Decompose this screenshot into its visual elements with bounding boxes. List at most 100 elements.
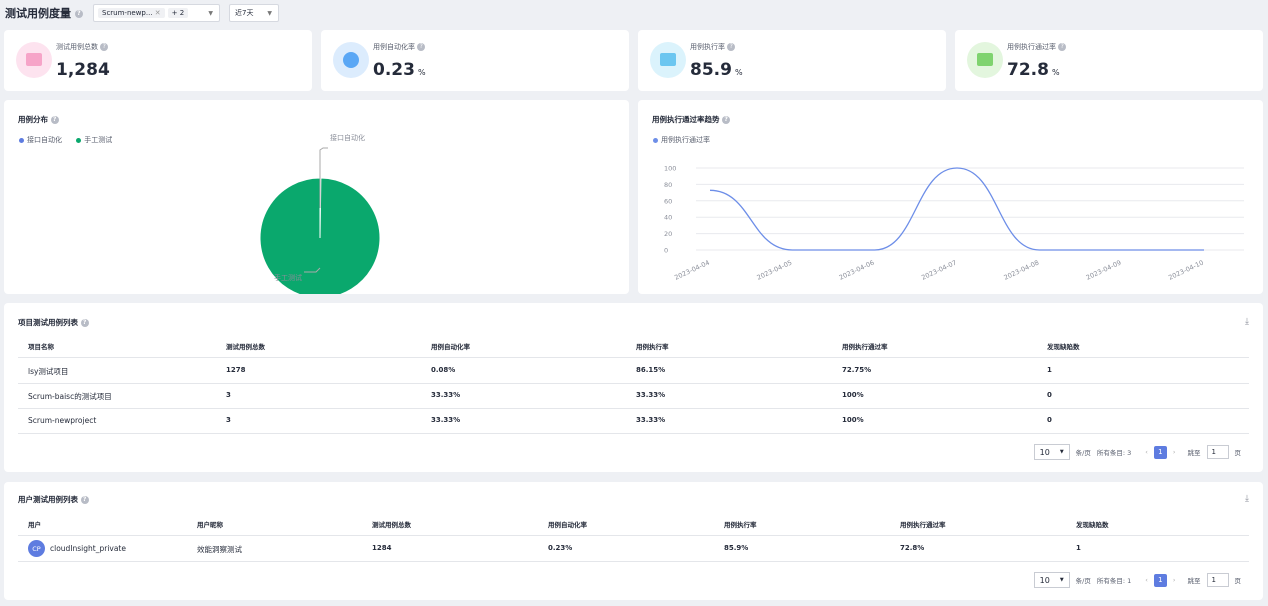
col-header: 用例执行通过率 <box>900 521 946 529</box>
cell-defects: 1 <box>1047 366 1052 374</box>
page-size-select[interactable]: 10 ▼ <box>1033 572 1070 588</box>
help-icon[interactable]: ? <box>80 319 89 327</box>
download-icon[interactable]: ⤓ <box>1245 494 1249 504</box>
goto-label: 跳至 <box>1187 577 1201 585</box>
cell-exec: 33.33% <box>636 391 666 399</box>
pie-chart: 接口自动化 手工测试 <box>259 133 381 294</box>
pie-chart-card: 用例分布 ? 接口自动化 手工测试 接口自动化 手工测试 <box>4 100 629 294</box>
col-header: 用户 <box>28 521 41 529</box>
pie-callout-line-bottom <box>304 267 321 273</box>
project-tag: Scrum-newp... ✕ <box>98 8 165 18</box>
legend-item-api[interactable]: 接口自动化 <box>19 136 62 144</box>
kpi-value: 85.9% <box>690 60 743 80</box>
col-header: 用例自动化率 <box>548 521 587 529</box>
col-header: 用例执行率 <box>724 521 757 529</box>
page-title: 测试用例度量 ? <box>5 5 83 21</box>
x-tick-label: 2023-04-07 <box>920 259 958 282</box>
col-header: 发现缺陷数 <box>1076 521 1109 529</box>
prev-page-icon[interactable]: ‹ <box>1145 576 1148 584</box>
col-header: 测试用例总数 <box>372 521 411 529</box>
execution-icon <box>650 42 686 78</box>
close-icon[interactable]: ✕ <box>154 9 161 17</box>
pie-slice[interactable] <box>259 177 381 294</box>
legend-item-manual[interactable]: 手工测试 <box>76 136 112 144</box>
pie-legend: 接口自动化 手工测试 <box>19 135 112 145</box>
pagination: 10 ▼ 条/页 所有条目: 3 ‹ 1 › 跳至 1 页 <box>1033 444 1242 460</box>
avatar: CP <box>28 540 45 557</box>
project-filter-select[interactable]: Scrum-newp... ✕ + 2 ▼ <box>93 4 220 22</box>
page-suffix: 页 <box>1234 577 1242 585</box>
page-button[interactable]: 1 <box>1153 573 1167 587</box>
cell-defects: 0 <box>1047 416 1052 424</box>
kpi-label: 测试用例总数 ? <box>56 42 109 52</box>
per-page-label: 条/页 <box>1075 449 1091 457</box>
project-table-title: 项目测试用例列表 ? <box>18 317 89 328</box>
x-tick-label: 2023-04-06 <box>838 259 876 282</box>
cell-pass: 100% <box>842 416 864 424</box>
cell-defects: 0 <box>1047 391 1052 399</box>
kpi-label: 用例自动化率 ? <box>373 42 426 52</box>
help-icon[interactable]: ? <box>80 496 89 504</box>
help-icon[interactable]: ? <box>722 116 731 124</box>
help-icon[interactable]: ? <box>727 43 736 51</box>
cell-total: 1284 <box>372 544 392 552</box>
series-line[interactable] <box>709 167 1204 251</box>
pie-callout-line-top <box>319 147 328 208</box>
execution-icon-shape <box>660 53 676 66</box>
chevron-down-icon: ▼ <box>1059 577 1064 583</box>
y-tick-label: 100 <box>664 165 676 173</box>
kpi-label: 用例执行率 ? <box>690 42 736 52</box>
total-label: 所有条目: 1 <box>1096 577 1132 585</box>
kpi-card-automation: 用例自动化率 ? 0.23% <box>321 30 629 91</box>
case-total-icon-shape <box>26 53 42 66</box>
project-table-card: 项目测试用例列表 ? ⤓ 项目名称 测试用例总数 用例自动化率 用例执行率 用例… <box>4 303 1263 472</box>
goto-page-input[interactable]: 1 <box>1206 445 1229 459</box>
cell-auto: 33.33% <box>431 416 461 424</box>
cell-user: cloudInsight_private <box>50 544 126 553</box>
trend-title: 用例执行通过率趋势 ? <box>652 114 731 125</box>
prev-page-icon[interactable]: ‹ <box>1145 448 1148 456</box>
col-header: 测试用例总数 <box>226 343 265 351</box>
help-icon[interactable]: ? <box>1058 43 1067 51</box>
next-page-icon[interactable]: › <box>1172 576 1176 584</box>
next-page-icon[interactable]: › <box>1172 448 1176 456</box>
col-header: 用例执行通过率 <box>842 343 888 351</box>
line-chart: 100 80 60 40 20 0 2023-04-04 2023-04-05 2023-04-… <box>664 165 1244 282</box>
x-tick-label: 2023-04-04 <box>673 259 711 282</box>
y-tick-label: 40 <box>664 214 672 222</box>
pass-rate-icon-shape <box>977 53 993 66</box>
col-header: 用户昵称 <box>197 521 223 529</box>
kpi-value: 1,284 <box>56 60 110 80</box>
cell-exec: 86.15% <box>636 366 666 374</box>
total-label: 所有条目: 3 <box>1096 449 1132 457</box>
trend-legend[interactable]: 用例执行通过率 <box>653 135 710 145</box>
trend-chart-card: 用例执行通过率趋势 ? 用例执行通过率 100 80 60 40 20 0 2023-04-… <box>638 100 1263 294</box>
cell-auto: 33.33% <box>431 391 461 399</box>
more-tag: + 2 <box>167 8 189 18</box>
cell-auto: 0.08% <box>431 366 456 374</box>
cell-total: 3 <box>226 391 231 399</box>
goto-page-input[interactable]: 1 <box>1206 573 1229 587</box>
help-icon[interactable]: ? <box>74 10 83 18</box>
cell-nick: 效能洞察测试 <box>197 545 242 554</box>
cell-total: 3 <box>226 416 231 424</box>
col-header: 用例执行率 <box>636 343 669 351</box>
help-icon[interactable]: ? <box>100 43 109 51</box>
help-icon[interactable]: ? <box>417 43 426 51</box>
page-button[interactable]: 1 <box>1153 445 1167 459</box>
cell-pass: 72.8% <box>900 544 925 552</box>
col-header: 发现缺陷数 <box>1047 343 1080 351</box>
help-icon[interactable]: ? <box>50 116 59 124</box>
y-tick-label: 60 <box>664 197 672 205</box>
y-tick-label: 80 <box>664 181 672 189</box>
page-suffix: 页 <box>1234 449 1242 457</box>
x-tick-label: 2023-04-09 <box>1085 259 1123 282</box>
cell-exec: 33.33% <box>636 416 666 424</box>
user-table-card: 用户测试用例列表 ? ⤓ 用户 用户昵称 测试用例总数 用例自动化率 用例执行率… <box>4 482 1263 600</box>
page-size-select[interactable]: 10 ▼ <box>1033 444 1070 460</box>
cell-exec: 85.9% <box>724 544 749 552</box>
time-filter-select[interactable]: 近7天 ▼ <box>229 4 279 22</box>
pagination: 10 ▼ 条/页 所有条目: 1 ‹ 1 › 跳至 1 页 <box>1033 572 1242 588</box>
col-header: 项目名称 <box>28 343 54 351</box>
download-icon[interactable]: ⤓ <box>1245 317 1249 327</box>
